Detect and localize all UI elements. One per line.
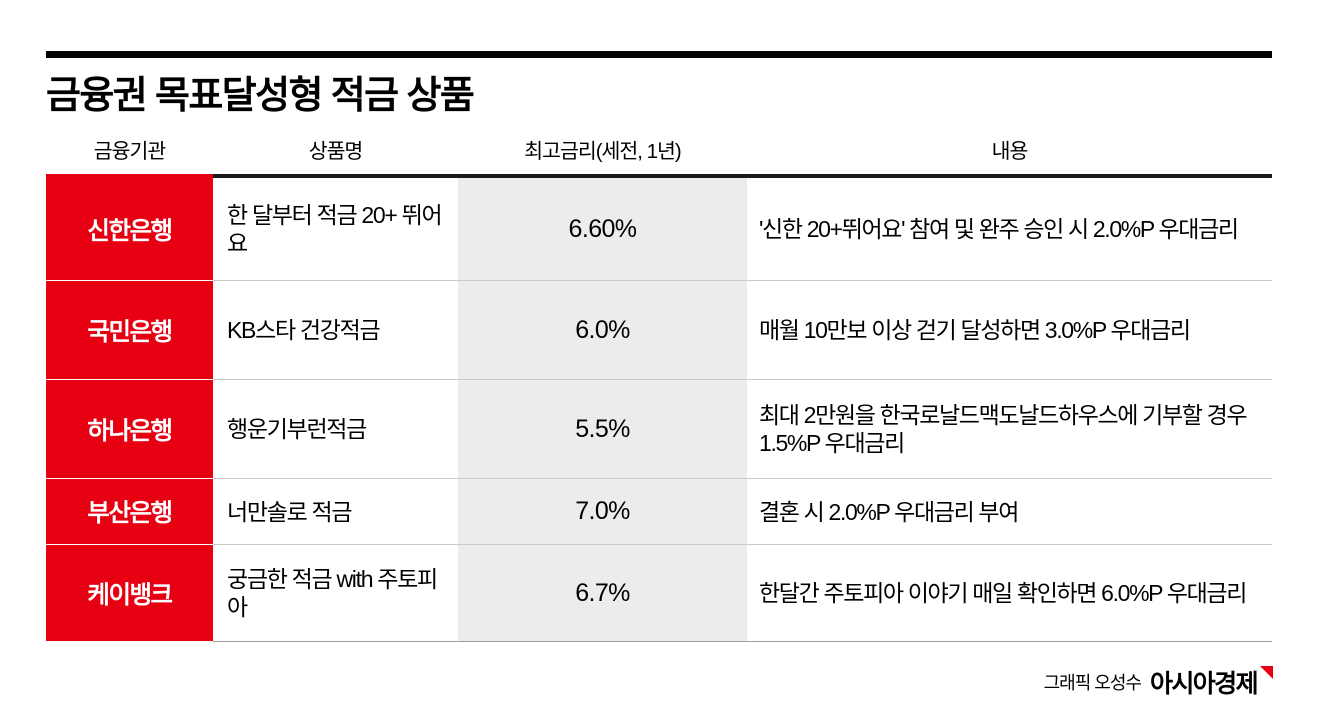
cell-bank: 하나은행 xyxy=(46,379,213,480)
cell-bank: 부산은행 xyxy=(46,478,213,546)
table-header: 금융기관 상품명 최고금리(세전, 1년) 내용 xyxy=(46,132,1272,174)
column-header-detail: 내용 xyxy=(991,139,1029,163)
table-header-row: 금융기관 상품명 최고금리(세전, 1년) 내용 xyxy=(46,132,1272,174)
cell-rate: 5.5% xyxy=(458,379,747,480)
header-divider-red-accent xyxy=(46,173,213,178)
table-row: 신한은행 한 달부터 적금 20+ 뛰어요 6.60% '신한 20+뛰어요' … xyxy=(46,177,1272,282)
cell-bank: 신한은행 xyxy=(46,177,213,282)
top-divider xyxy=(46,51,1272,58)
content-container: 금융권 목표달성형 적금 상품 금융기관 상품명 최고금리(세전, 1년) 내용 xyxy=(46,0,1272,643)
credit-line: 그래픽 오성수 아시아경제 xyxy=(1044,664,1273,700)
cell-rate: 7.0% xyxy=(458,478,747,546)
cell-detail: 결혼 시 2.0%P 우대금리 부여 xyxy=(747,478,1272,546)
cell-bank: 케이뱅크 xyxy=(46,544,213,643)
cell-product: 궁금한 적금 with 주토피아 xyxy=(213,544,458,643)
header-divider-black xyxy=(46,173,1272,178)
cell-detail: 매월 10만보 이상 걷기 달성하면 3.0%P 우대금리 xyxy=(747,280,1272,381)
table-row: 하나은행 행운기부런적금 5.5% 최대 2만원을 한국로날드맥도날드하우스에 … xyxy=(46,379,1272,480)
cell-detail: 최대 2만원을 한국로날드맥도날드하우스에 기부할 경우 1.5%P 우대금리 xyxy=(747,379,1272,480)
cell-detail: 한달간 주토피아 이야기 매일 확인하면 6.0%P 우대금리 xyxy=(747,544,1272,643)
cell-rate: 6.7% xyxy=(458,544,747,643)
savings-products-table: 금융기관 상품명 최고금리(세전, 1년) 내용 xyxy=(46,132,1272,174)
column-header-bank: 금융기관 xyxy=(93,139,166,163)
savings-products-body: 신한은행 한 달부터 적금 20+ 뛰어요 6.60% '신한 20+뛰어요' … xyxy=(46,177,1272,643)
table-body: 신한은행 한 달부터 적금 20+ 뛰어요 6.60% '신한 20+뛰어요' … xyxy=(46,177,1272,643)
cell-product: KB스타 건강적금 xyxy=(213,280,458,381)
table-row: 부산은행 너만솔로 적금 7.0% 결혼 시 2.0%P 우대금리 부여 xyxy=(46,478,1272,546)
column-header-product: 상품명 xyxy=(308,139,364,163)
credit-author: 그래픽 오성수 xyxy=(1043,673,1142,693)
cell-rate: 6.0% xyxy=(458,280,747,381)
cell-bank: 국민은행 xyxy=(46,280,213,381)
publisher-name: 아시아경제 xyxy=(1149,670,1259,698)
table-row: 국민은행 KB스타 건강적금 6.0% 매월 10만보 이상 걷기 달성하면 3… xyxy=(46,280,1272,381)
cell-product: 너만솔로 적금 xyxy=(213,478,458,546)
cell-rate: 6.60% xyxy=(458,177,747,282)
cell-product: 한 달부터 적금 20+ 뛰어요 xyxy=(213,177,458,282)
publisher-flag-icon xyxy=(1260,666,1273,679)
header-divider xyxy=(46,173,1272,178)
cell-detail: '신한 20+뛰어요' 참여 및 완주 승인 시 2.0%P 우대금리 xyxy=(747,177,1272,282)
column-header-rate: 최고금리(세전, 1년) xyxy=(524,139,681,163)
table-row: 케이뱅크 궁금한 적금 with 주토피아 6.7% 한달간 주토피아 이야기 … xyxy=(46,544,1272,643)
page-title: 금융권 목표달성형 적금 상품 xyxy=(46,75,475,117)
cell-product: 행운기부런적금 xyxy=(213,379,458,480)
